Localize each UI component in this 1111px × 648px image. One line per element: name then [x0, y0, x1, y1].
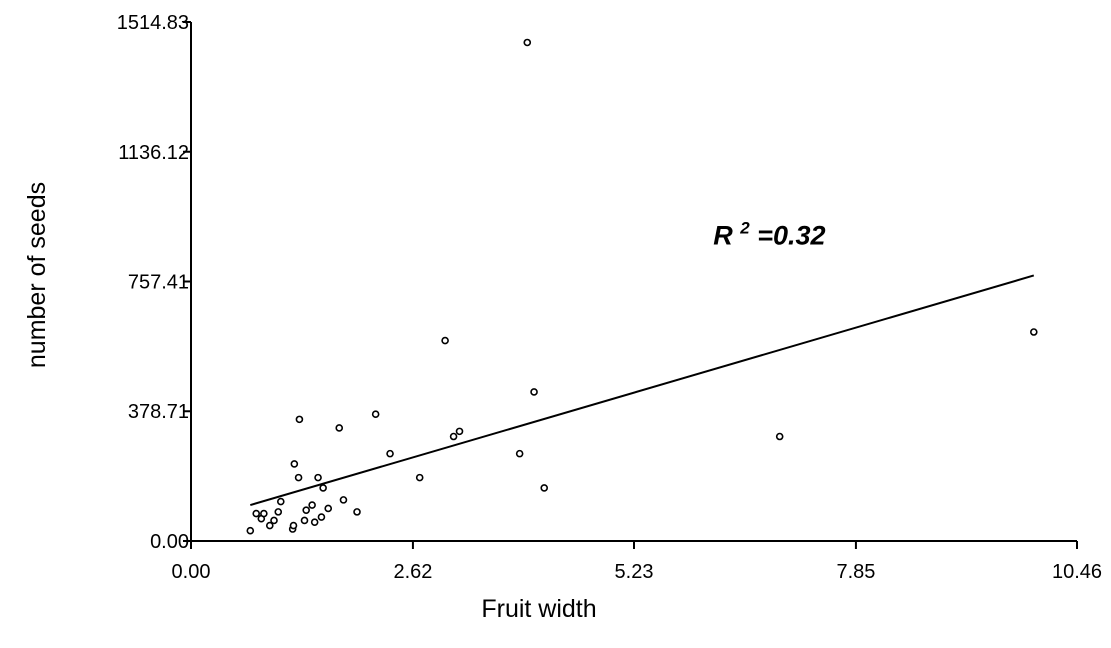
- data-point: [308, 501, 316, 509]
- y-tick-label: 1136.12: [118, 142, 189, 164]
- y-tick-label: 378.71: [128, 401, 189, 423]
- data-point: [319, 484, 327, 492]
- data-point: [386, 449, 394, 458]
- data-point: [289, 521, 298, 530]
- y-tick-label: 0.00: [150, 531, 189, 553]
- r-squared-value: =0.32: [757, 220, 825, 250]
- data-point: [265, 521, 274, 530]
- plot-area: 0.00 378.71 757.41 1136.12 1514.83 0.00 2.62 5…: [117, 12, 1102, 583]
- data-point: [294, 473, 303, 482]
- data-point: [290, 460, 299, 468]
- data-point: [1030, 328, 1038, 336]
- data-point: [441, 336, 449, 345]
- x-tick-label: 7.85: [836, 561, 875, 583]
- data-point: [295, 415, 304, 424]
- x-tick-label: 5.23: [615, 561, 654, 583]
- trendline: [250, 274, 1035, 506]
- data-point: [314, 473, 322, 482]
- data-point: [540, 484, 549, 492]
- data-points: [246, 38, 1038, 535]
- data-point: [339, 496, 348, 504]
- data-point: [310, 518, 319, 526]
- r-squared-annotation: R 2 =0.32: [713, 209, 825, 250]
- data-point: [324, 504, 333, 513]
- r-squared-superscript: 2: [739, 218, 750, 237]
- data-point: [317, 513, 326, 521]
- data-point: [274, 508, 283, 516]
- data-point: [252, 509, 261, 518]
- data-point: [276, 497, 285, 506]
- y-tick-label: 1514.83: [117, 12, 189, 34]
- data-point: [335, 424, 344, 432]
- data-point: [353, 508, 361, 516]
- data-point: [302, 506, 310, 514]
- x-tick-label: 10.46: [1052, 561, 1102, 583]
- x-tick-label: 2.62: [393, 561, 432, 583]
- data-point: [300, 516, 309, 525]
- data-point: [260, 509, 268, 518]
- x-tick-label: 0.00: [172, 561, 211, 583]
- data-point: [270, 516, 278, 525]
- data-point: [449, 432, 458, 441]
- data-point: [530, 388, 538, 396]
- x-axis-title: Fruit width: [481, 595, 596, 623]
- y-tick-label: 757.41: [128, 272, 189, 294]
- y-axis-title: number of seeds: [23, 182, 51, 368]
- data-point: [371, 410, 380, 419]
- data-point: [523, 38, 532, 47]
- data-point: [246, 526, 255, 535]
- data-point: [415, 473, 424, 482]
- data-point: [455, 427, 464, 436]
- data-point: [775, 432, 784, 441]
- data-point: [515, 449, 524, 458]
- r-squared-base: R: [713, 220, 733, 250]
- x-axis-ticks: 0.00 2.62 5.23 7.85 10.46: [172, 541, 1102, 583]
- y-axis-ticks: 0.00 378.71 757.41 1136.12 1514.83: [117, 12, 191, 553]
